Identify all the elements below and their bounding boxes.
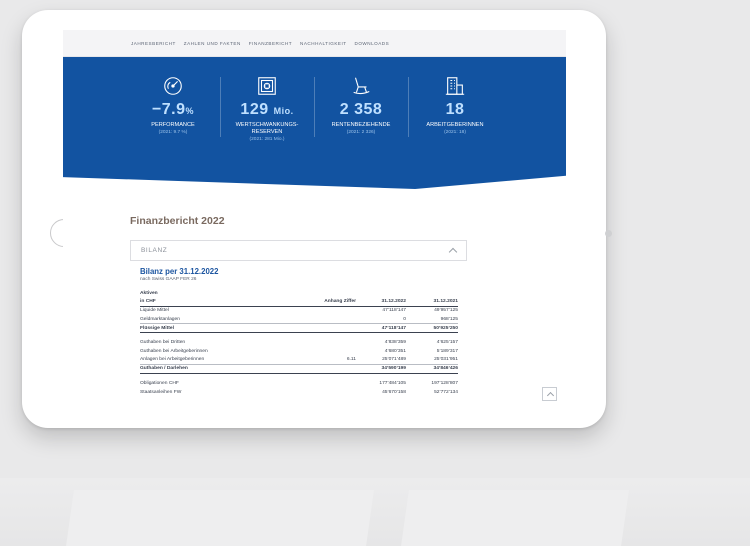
- table-cell: Obligationen CHF: [140, 381, 179, 387]
- table-cell: [272, 379, 356, 388]
- stat-previous-year: (2021: 2 326): [346, 130, 376, 135]
- stat-value: 129 Mio.: [240, 101, 294, 118]
- table-cell: 34’590’199: [356, 364, 406, 374]
- safe-icon: [258, 77, 276, 95]
- camera-dot: [605, 230, 612, 237]
- group-label: Aktiven: [140, 290, 158, 296]
- key-figures-banner: −7.9% PERFORMANCE (2021: 9.7 %) 129 Mio.…: [63, 57, 566, 189]
- table-cell: Anlagen bei Arbeitgeberinnen: [140, 357, 205, 363]
- table-row: Guthaben bei Arbeitgeberinnen 4’680’351 5’…: [140, 347, 458, 356]
- stat-previous-year: (2021: 9.7 %): [158, 130, 188, 135]
- table-cell: 0: [403, 316, 406, 322]
- gauge-icon: [164, 77, 182, 95]
- table-cell: 25’031’951: [434, 357, 458, 363]
- nav-item-zahlen-und-fakten[interactable]: ZAHLEN UND FAKTEN: [183, 40, 241, 46]
- column-header: Anhang Ziffer: [272, 297, 356, 307]
- table-cell: 177’484’105: [379, 381, 406, 387]
- table-body: Liquide Mittel 47’118’147 49’957’125 Geldma…: [140, 306, 458, 396]
- table-cell: [272, 306, 356, 315]
- tablet-screen: JAHRESBERICHT ZAHLEN UND FAKTEN FINANZBE…: [63, 30, 566, 407]
- nav-item-downloads[interactable]: DOWNLOADS: [354, 40, 390, 46]
- nav-item-finanzbericht[interactable]: FINANZBERICHT: [248, 40, 293, 46]
- table-group-row: Aktiven: [140, 289, 458, 298]
- table-cell: 47’118’147: [356, 323, 406, 333]
- stat-wertschwankungsreserven: 129 Mio. WERTSCHWANKUNGS- RESERVEN (2021:…: [220, 57, 314, 142]
- rocking-chair-icon: [353, 77, 370, 95]
- table-cell: 968’125: [440, 316, 458, 322]
- stat-performance: −7.9% PERFORMANCE (2021: 9.7 %): [126, 57, 220, 135]
- table-row: Anlagen bei Arbeitgeberinnen 6.11 25’071’4…: [140, 356, 458, 365]
- table-cell: Guthaben bei Dritten: [140, 340, 186, 346]
- table-cell: 49’957’125: [434, 308, 458, 314]
- accordion-label: BILANZ: [141, 247, 168, 254]
- top-navigation: JAHRESBERICHT ZAHLEN UND FAKTEN FINANZBE…: [63, 30, 566, 57]
- stat-rentenbeziehende: 2 358 RENTENBEZIEHENDE (2021: 2 326): [314, 57, 408, 135]
- table-total-row: Flüssige Mittel 47’118’147 50’925’250: [140, 323, 458, 333]
- table-cell: 197’128’807: [431, 381, 458, 387]
- table-title: Bilanz per 31.12.2022: [140, 267, 219, 276]
- table-row: Guthaben bei Dritten 4’838’359 4’625’157: [140, 338, 458, 347]
- reflection-shape: [66, 490, 374, 546]
- stat-previous-year: (2021: 281 Mio.): [249, 137, 285, 142]
- divider: [408, 77, 409, 137]
- reflection-shape: [401, 490, 629, 546]
- table-row: Obligationen CHF 177’484’105 197’128’807: [140, 379, 458, 388]
- table-header-row: in CHF Anhang Ziffer 31.12.2022 31.12.20…: [140, 297, 458, 307]
- table-cell: 4’838’359: [384, 340, 406, 346]
- table-cell: Guthaben / Darlehen: [140, 364, 272, 374]
- bilanz-table-header: Bilanz per 31.12.2022 nach Swiss GAAP FE…: [140, 267, 467, 282]
- table-cell: 52’772’134: [434, 389, 458, 395]
- nav-item-nachhaltigkeit[interactable]: NACHHALTIGKEIT: [300, 40, 347, 46]
- table-cell: Guthaben bei Arbeitgeberinnen: [140, 348, 208, 354]
- stat-label: PERFORMANCE: [151, 122, 195, 128]
- table-cell: 34’846’426: [406, 364, 458, 374]
- table-cell: [272, 338, 356, 347]
- section-title: Finanzbericht 2022: [130, 215, 225, 227]
- bilanz-accordion-toggle[interactable]: BILANZ: [130, 240, 467, 261]
- stat-label: WERTSCHWANKUNGS- RESERVEN: [235, 122, 299, 135]
- table-cell: [272, 323, 356, 333]
- table-row: Staatsanleihen FW 45’670’158 52’772’134: [140, 388, 458, 397]
- column-header: in CHF: [140, 297, 272, 307]
- table-subtitle: nach Swiss GAAP FER 26: [140, 277, 197, 282]
- building-icon: [445, 77, 465, 95]
- table-cell: [272, 364, 356, 374]
- stat-value: 18: [445, 101, 465, 118]
- stat-arbeitgeberinnen: 18 ARBEITGEBERINNEN (2021: 18): [408, 57, 502, 135]
- table-cell: Liquide Mittel: [140, 308, 169, 314]
- chevron-up-icon: [448, 247, 458, 257]
- table-cell: 50’925’250: [406, 323, 458, 333]
- table-row: Geldmarktanlagen 0 968’125: [140, 315, 458, 324]
- divider: [314, 77, 315, 137]
- stat-value: 2 358: [339, 101, 383, 118]
- table-cell: [272, 315, 356, 324]
- table-cell: 4’680’351: [384, 348, 406, 354]
- table-cell: Flüssige Mittel: [140, 323, 272, 333]
- scroll-to-top-button[interactable]: [542, 387, 557, 401]
- table-total-row: Guthaben / Darlehen 34’590’199 34’846’426: [140, 364, 458, 374]
- table-row: Liquide Mittel 47’118’147 49’957’125: [140, 306, 458, 315]
- table-cell: [272, 388, 356, 397]
- column-header: 31.12.2022: [356, 297, 406, 307]
- table-cell: 6.11: [346, 357, 356, 363]
- table-cell: 4’625’157: [436, 340, 458, 346]
- table-cell: 5’189’317: [436, 348, 458, 354]
- stat-previous-year: (2021: 18): [444, 130, 466, 135]
- table-cell: 45’670’158: [382, 389, 406, 395]
- nav-item-jahresbericht[interactable]: JAHRESBERICHT: [131, 40, 176, 46]
- stat-value: −7.9%: [151, 101, 195, 118]
- table-cell: Geldmarktanlagen: [140, 316, 180, 322]
- stat-label: RENTENBEZIEHENDE: [331, 122, 391, 128]
- divider: [220, 77, 221, 137]
- finanzbericht-section: Finanzbericht 2022 BILANZ Bilanz per 31.…: [130, 215, 467, 397]
- table-cell: [272, 347, 356, 356]
- table-cell: 25’071’489: [382, 357, 406, 363]
- table-cell: Staatsanleihen FW: [140, 389, 182, 395]
- stat-label: ARBEITGEBERINNEN: [426, 122, 484, 128]
- table-cell: 47’118’147: [382, 308, 406, 314]
- column-header: 31.12.2021: [406, 297, 458, 307]
- bilanz-table: Aktiven in CHF Anhang Ziffer 31.12.2022 …: [140, 289, 458, 397]
